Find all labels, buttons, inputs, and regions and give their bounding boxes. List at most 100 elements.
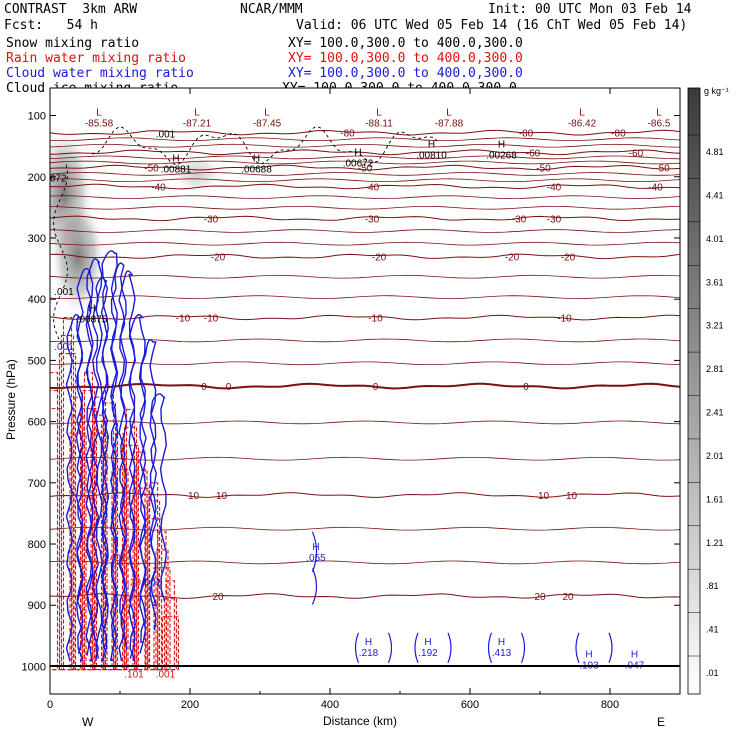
rain-contour — [157, 531, 167, 671]
plot-frame — [49, 87, 681, 695]
isotherm-label: 0 — [373, 382, 379, 393]
isotherm-label: 20 — [534, 592, 546, 603]
field-label-cloud-water: Cloud water mixing ratio — [6, 66, 194, 81]
isotherm-label: -30 — [204, 214, 219, 225]
isotherm-label: 0 — [523, 382, 529, 393]
colorbar-label: 2.81 — [706, 364, 724, 374]
field-xy-rain: XY= 100.0,300.0 to 400.0,300.0 — [288, 51, 523, 66]
isotherm-label: 0 — [201, 382, 207, 393]
extremum-letter: H — [354, 147, 361, 158]
x-axis-title: Distance (km) — [323, 714, 397, 728]
y-tick-label: 1000 — [22, 661, 46, 673]
isotherm-label: -60 — [526, 148, 541, 159]
valid-time: Valid: 06 UTC Wed 05 Feb 14 (16 ChT Wed … — [296, 18, 688, 33]
cloud-water-contour — [65, 314, 84, 662]
extremum-letter: L — [656, 108, 662, 119]
extremum-letter: H — [428, 139, 435, 150]
isotherm-minor — [50, 206, 680, 210]
extremum-letter: H — [172, 153, 179, 164]
isotherm-label: -40 — [648, 183, 663, 194]
cloud-water-contour — [76, 267, 94, 662]
isotherm-minor — [50, 295, 680, 299]
extremum-value: .401 — [107, 553, 127, 564]
isotherm-label: 10 — [538, 491, 550, 502]
isotherm--30 — [50, 215, 680, 222]
isotherm-label: 20 — [562, 592, 574, 603]
colorbar-label: .01 — [706, 668, 719, 678]
cloud-ice-contour — [91, 125, 440, 166]
isotherm-minor — [50, 338, 680, 343]
isotherm-label: -40 — [151, 183, 166, 194]
isotherm-label: 10 — [566, 491, 578, 502]
y-axis-title: Pressure (hPa) — [4, 359, 18, 440]
snow-shade-streak — [171, 153, 223, 194]
y-tick-label: 200 — [28, 172, 46, 184]
colorbar-label: .81 — [706, 581, 719, 591]
cloud-water-contour — [139, 339, 157, 643]
extremum-letter: H — [424, 637, 431, 648]
isotherm-label: -10 — [368, 314, 383, 325]
rain-contour — [163, 598, 177, 671]
colorbar-label: 1.61 — [706, 494, 724, 504]
rain-contour — [161, 616, 179, 671]
y-tick-label: 400 — [28, 294, 46, 306]
isotherm-label: -80 — [519, 129, 534, 140]
rain-contour — [165, 580, 175, 671]
isotherm-minor — [50, 229, 680, 233]
isotherm-minor — [50, 195, 680, 200]
isotherm-label: 10 — [188, 491, 200, 502]
isotherm-minor — [50, 526, 680, 531]
cloud-water-contour — [85, 258, 103, 662]
extremum-value: .00688 — [241, 164, 272, 175]
extremum-value: .00810 — [416, 150, 447, 161]
isotherm-20 — [50, 593, 680, 599]
isotherm-minor — [50, 143, 680, 148]
isotherm-minor — [50, 172, 680, 176]
extremum-value: .101 — [124, 669, 144, 680]
colorbar-label: 4.41 — [706, 190, 724, 200]
isotherm-label: -30 — [365, 214, 380, 225]
isotherm-label: -20 — [505, 252, 520, 263]
colorbar-label: 2.01 — [706, 451, 724, 461]
isotherm-label: -10 — [204, 314, 219, 325]
extremum-value: -85.58 — [85, 119, 114, 130]
isotherm-minor — [50, 155, 680, 160]
isotherm--20 — [50, 253, 680, 260]
east-end-label: E — [657, 715, 665, 729]
extremum-value: .192 — [418, 648, 438, 659]
isotherm-label: 20 — [212, 592, 224, 603]
isotherm-label: -50 — [536, 164, 551, 175]
extremum-value: .413 — [492, 648, 512, 659]
init-time: Init: 00 UTC Mon 03 Feb 14 — [488, 2, 692, 17]
extremum-value: .001 — [156, 669, 176, 680]
extremum-letter: H — [631, 649, 638, 660]
colorbar-label: 3.61 — [706, 277, 724, 287]
extremum-letter: H — [585, 649, 592, 660]
extremum-letter: L — [446, 108, 452, 119]
isotherm--60 — [50, 149, 680, 156]
isotherm-minor — [50, 160, 680, 165]
west-end-label: W — [82, 715, 94, 729]
field-label-rain: Rain water mixing ratio — [6, 51, 187, 66]
colorbar-label: 4.81 — [706, 147, 724, 157]
isotherm-minor — [50, 361, 680, 366]
isotherm-minor — [50, 274, 680, 279]
cloud-water-contour — [109, 262, 128, 662]
extremum-letter: L — [579, 108, 585, 119]
temperature-contour-layer: -80 -80 -80-60 -60-50 -50 -50 -50-40 -40 -40 -40-… — [50, 129, 680, 603]
field-xy-cloud-water: XY= 100.0,300.0 to 400.0,300.0 — [288, 66, 523, 81]
x-tick-label: 0 — [47, 699, 53, 711]
colorbar-label: 2.41 — [706, 408, 724, 418]
colorbar-label: 1.21 — [706, 538, 724, 548]
field-xy-snow: XY= 100.0,300.0 to 400.0,300.0 — [288, 36, 523, 51]
cloud-ice-contour-west — [53, 164, 68, 349]
organization-label: NCAR/MMM — [240, 2, 303, 17]
extremum-value: .001 — [156, 130, 176, 141]
rain-contour — [58, 352, 77, 671]
isotherm-label: -50 — [358, 164, 373, 175]
field-label-snow: Snow mixing ratio — [6, 36, 140, 51]
isotherm-label: -80 — [340, 129, 355, 140]
y-tick-label: 800 — [28, 539, 46, 551]
rain-contour — [153, 567, 171, 671]
